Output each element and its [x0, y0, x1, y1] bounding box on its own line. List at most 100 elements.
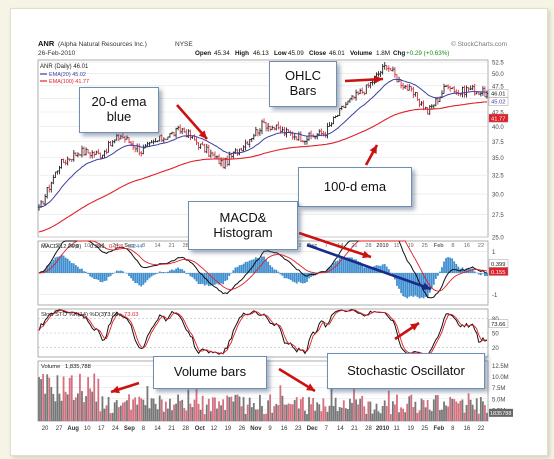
macd-histogram-bar: [222, 273, 225, 285]
macd-histogram-bar: [304, 273, 306, 284]
volume-bar: [361, 395, 364, 421]
volume-bar: [430, 411, 433, 421]
x-tick-label: 25: [421, 426, 428, 432]
volume-bar: [136, 404, 139, 421]
volume-bar: [64, 391, 67, 421]
close-label: Close: [309, 50, 327, 57]
macd-histogram-bar: [220, 273, 222, 284]
volume-bar: [189, 403, 192, 421]
macd-histogram-bar: [334, 261, 337, 273]
callout-20d-ema: 20-d ema blue: [79, 87, 159, 133]
macd-histogram-bar: [351, 257, 353, 273]
macd-histogram-bar: [269, 265, 272, 273]
volume-bar: [355, 399, 357, 421]
low-value: 45.09: [288, 50, 304, 57]
volume-bar: [285, 404, 288, 421]
volume-bar: [375, 403, 378, 421]
volume-tick-label: 5.0M: [492, 397, 505, 403]
macd-histogram-bar: [230, 273, 233, 274]
macd-histogram-bar: [367, 266, 370, 273]
macd-histogram-bar: [101, 273, 104, 283]
volume-bar: [265, 413, 267, 421]
volume-bar: [54, 401, 57, 421]
x-tick-label-macd: 10: [84, 243, 90, 249]
macd-histogram-bar: [70, 263, 73, 273]
macd-histogram-bar: [484, 273, 486, 277]
volume-bar: [436, 395, 439, 421]
macd-histogram-bar: [471, 268, 474, 273]
macd-histogram-bar: [76, 266, 79, 273]
callout-100d-ema: 100-d ema: [298, 167, 412, 207]
macd-histogram-bar: [259, 258, 261, 273]
volume-bar: [367, 401, 370, 421]
volume-bar: [318, 404, 321, 421]
macd-histogram-bar: [91, 273, 94, 278]
price-tick-label: 32.5: [492, 174, 504, 180]
volume-bar: [197, 403, 200, 421]
volume-bar: [273, 406, 276, 421]
volume-bar: [117, 407, 120, 421]
arrow-to-ema20-head: [198, 130, 207, 139]
volume-bar: [359, 398, 362, 421]
volume-bar: [38, 377, 40, 421]
x-tick-label-macd: 22: [478, 243, 484, 249]
volume-bar: [107, 396, 110, 421]
macd-histogram-bar: [265, 259, 267, 273]
volume-bar: [164, 401, 167, 421]
volume-bar: [121, 402, 124, 421]
macd-histogram-bar: [52, 259, 55, 273]
volume-bar: [351, 402, 353, 421]
macd-histogram-bar: [426, 273, 429, 298]
macd-histogram-bar: [152, 273, 155, 276]
volume-bar: [379, 413, 382, 421]
macd-histogram-bar: [463, 269, 466, 273]
macd-histogram-bar: [406, 273, 409, 299]
volume-badge: 1835788: [490, 411, 511, 417]
macd-histogram-bar: [109, 273, 112, 276]
volume-bar: [297, 408, 300, 421]
stockcharts-watermark: © StockCharts.com: [451, 40, 507, 48]
volume-bar: [171, 410, 173, 421]
volume-value: 1.8M: [376, 50, 390, 57]
volume-bar: [414, 401, 417, 421]
arrow-to-macd-line: [298, 231, 372, 259]
volume-bar: [330, 386, 333, 421]
x-tick-label-macd: 17: [98, 243, 104, 249]
macd-histogram-bar: [338, 258, 341, 273]
arrow-to-volume-bars-right-head: [306, 383, 315, 391]
volume-bar: [124, 401, 126, 421]
macd-histogram-bar: [287, 273, 290, 280]
volume-bar: [152, 398, 155, 421]
volume-bar: [467, 393, 470, 421]
volume-bar: [97, 378, 100, 421]
x-tick-label: Dec: [307, 426, 319, 432]
chg-value: +0.29 (+0.63%): [406, 50, 449, 57]
price-tick-label: 30.0: [492, 193, 504, 199]
volume-bar: [187, 389, 190, 421]
volume-bar: [216, 408, 218, 421]
macd-histogram-bar: [72, 263, 75, 273]
macd-histogram-bar: [439, 271, 441, 273]
macd-histogram-bar: [60, 254, 63, 273]
volume-bar: [420, 398, 423, 421]
macd-histogram-bar: [193, 273, 196, 280]
macd-histogram-bar: [74, 265, 77, 273]
volume-bar: [81, 391, 83, 421]
volume-bar: [328, 405, 331, 421]
macd-header-label: MACD(12,26,9): [41, 244, 81, 250]
legend-main: ANR (Daily) 46.01: [40, 64, 89, 70]
sto-header-value1: 73.66,: [104, 312, 121, 318]
volume-bar: [158, 395, 161, 421]
chart-date: 26-Feb-2010: [38, 50, 76, 57]
low-label: Low: [274, 50, 287, 57]
macd-histogram-bar: [486, 273, 488, 276]
macd-histogram-bar: [479, 273, 482, 276]
volume-bar: [408, 396, 411, 421]
volume-bar: [105, 405, 108, 421]
macd-histogram-bar: [66, 258, 69, 273]
volume-bar: [391, 401, 394, 421]
exchange: NYSE: [175, 41, 193, 48]
macd-histogram-bar: [369, 266, 372, 273]
macd-histogram-bar: [156, 273, 159, 274]
macd-histogram-bar: [451, 258, 454, 273]
